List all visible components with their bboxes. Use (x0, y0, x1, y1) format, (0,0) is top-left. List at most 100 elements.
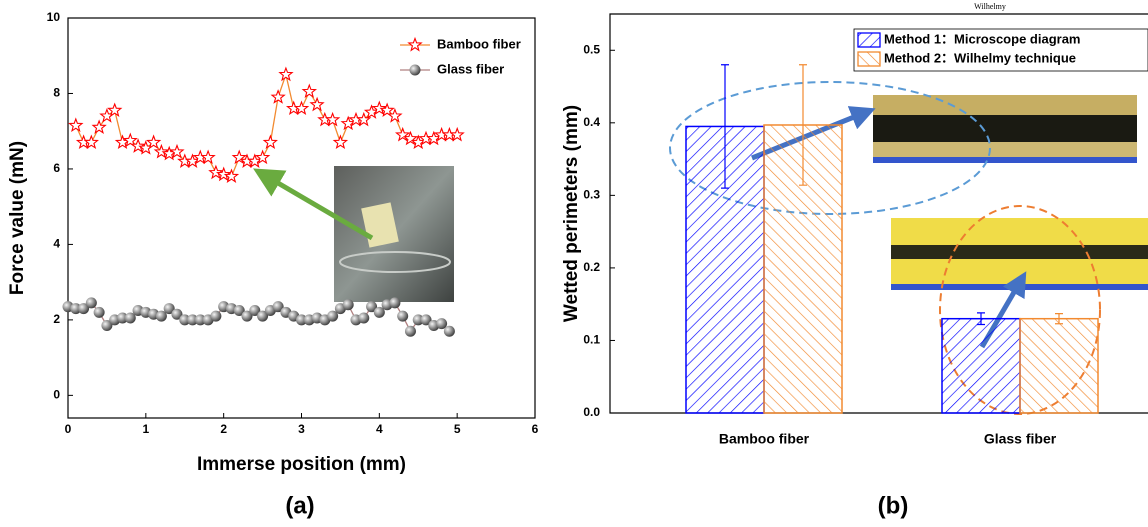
y-tick-label: 4 (53, 237, 60, 251)
marker (449, 126, 465, 142)
x-tick-label: 4 (376, 422, 383, 436)
annotation: Wilhelmy (974, 2, 1006, 11)
error-bar (1055, 313, 1063, 325)
x-tick-label: 0 (65, 422, 72, 436)
marker (332, 134, 349, 150)
marker (130, 138, 146, 153)
marker (412, 314, 424, 326)
highlight-ellipse (939, 205, 1101, 415)
marker (278, 66, 294, 82)
panel-label: (a) (285, 492, 314, 519)
marker (93, 306, 105, 318)
marker (70, 303, 82, 315)
x-tick-label: 3 (298, 422, 305, 436)
bar (1019, 317, 1099, 414)
y-tick-label: 2 (53, 312, 60, 326)
marker (233, 304, 245, 316)
x-tick-label: Glass fiber (984, 431, 1057, 447)
marker (342, 299, 354, 311)
plot-frame (67, 17, 536, 419)
legend-marker (409, 64, 421, 76)
marker (309, 96, 325, 112)
marker (91, 119, 107, 134)
marker (116, 312, 128, 324)
x-tick-label: 1 (142, 422, 149, 436)
marker (145, 134, 162, 150)
marker (301, 83, 318, 99)
legend-marker (407, 36, 423, 52)
bar (941, 317, 1021, 414)
inset-micrograph (873, 95, 1137, 163)
y-tick-label: 0.5 (583, 42, 600, 56)
marker (373, 306, 385, 318)
marker (153, 143, 170, 159)
marker (107, 102, 123, 117)
marker (122, 132, 138, 148)
y-tick-label: 0.3 (583, 188, 600, 202)
arrow (253, 168, 374, 241)
y-tick-label: 8 (53, 86, 60, 100)
marker (78, 303, 90, 315)
y-axis-label: Force value (mN) (7, 141, 28, 295)
marker (215, 166, 232, 182)
inset-photo (334, 166, 454, 302)
y-tick-label: 0.4 (583, 115, 600, 129)
marker (85, 297, 97, 309)
panel-label: (b) (878, 492, 909, 519)
marker (420, 314, 432, 326)
y-tick-label: 0.1 (583, 333, 600, 347)
marker (124, 312, 136, 324)
legend-box (853, 28, 1148, 72)
marker (171, 308, 183, 320)
error-bar (977, 312, 985, 326)
marker (200, 149, 216, 165)
inset-micrograph (891, 218, 1148, 290)
marker (231, 149, 247, 165)
marker (208, 164, 224, 180)
marker (356, 111, 372, 127)
marker (155, 310, 167, 322)
marker (404, 325, 416, 337)
legend-label: Method 1：Microscope diagram (884, 31, 1080, 46)
error-bar (799, 64, 807, 186)
marker (68, 117, 84, 133)
marker (293, 100, 310, 116)
marker (169, 143, 185, 159)
plot-frame (609, 13, 1148, 414)
marker (101, 320, 113, 332)
x-tick-label: 2 (220, 422, 227, 436)
marker (397, 310, 409, 322)
marker (223, 168, 240, 183)
legend-label: Bamboo fiber (437, 36, 521, 51)
marker (262, 134, 278, 150)
marker (83, 134, 99, 150)
marker (327, 310, 339, 322)
x-tick-label: 5 (454, 422, 461, 436)
marker (371, 100, 388, 116)
marker (436, 318, 448, 330)
legend-label: Glass fiber (437, 61, 504, 76)
marker (163, 303, 175, 315)
marker (379, 102, 395, 117)
x-tick-label: 6 (532, 422, 539, 436)
legend-label: Method 2：Wilhelmy technique (884, 50, 1076, 65)
marker (272, 301, 284, 313)
x-tick-label: Bamboo fiber (719, 431, 810, 447)
marker (358, 312, 370, 324)
marker (210, 310, 222, 322)
marker (249, 304, 261, 316)
legend-swatch (857, 32, 881, 48)
marker (270, 89, 286, 104)
marker (394, 126, 411, 142)
y-tick-label: 0.0 (583, 405, 600, 419)
y-tick-label: 6 (53, 161, 60, 175)
marker (187, 314, 199, 326)
marker (179, 314, 191, 326)
error-bar (721, 64, 729, 189)
y-tick-label: 0.2 (583, 260, 600, 274)
marker (194, 314, 206, 326)
y-tick-label: 10 (47, 10, 61, 24)
marker (443, 325, 455, 337)
y-axis-label: Wetted perimeters (mm) (561, 105, 582, 322)
